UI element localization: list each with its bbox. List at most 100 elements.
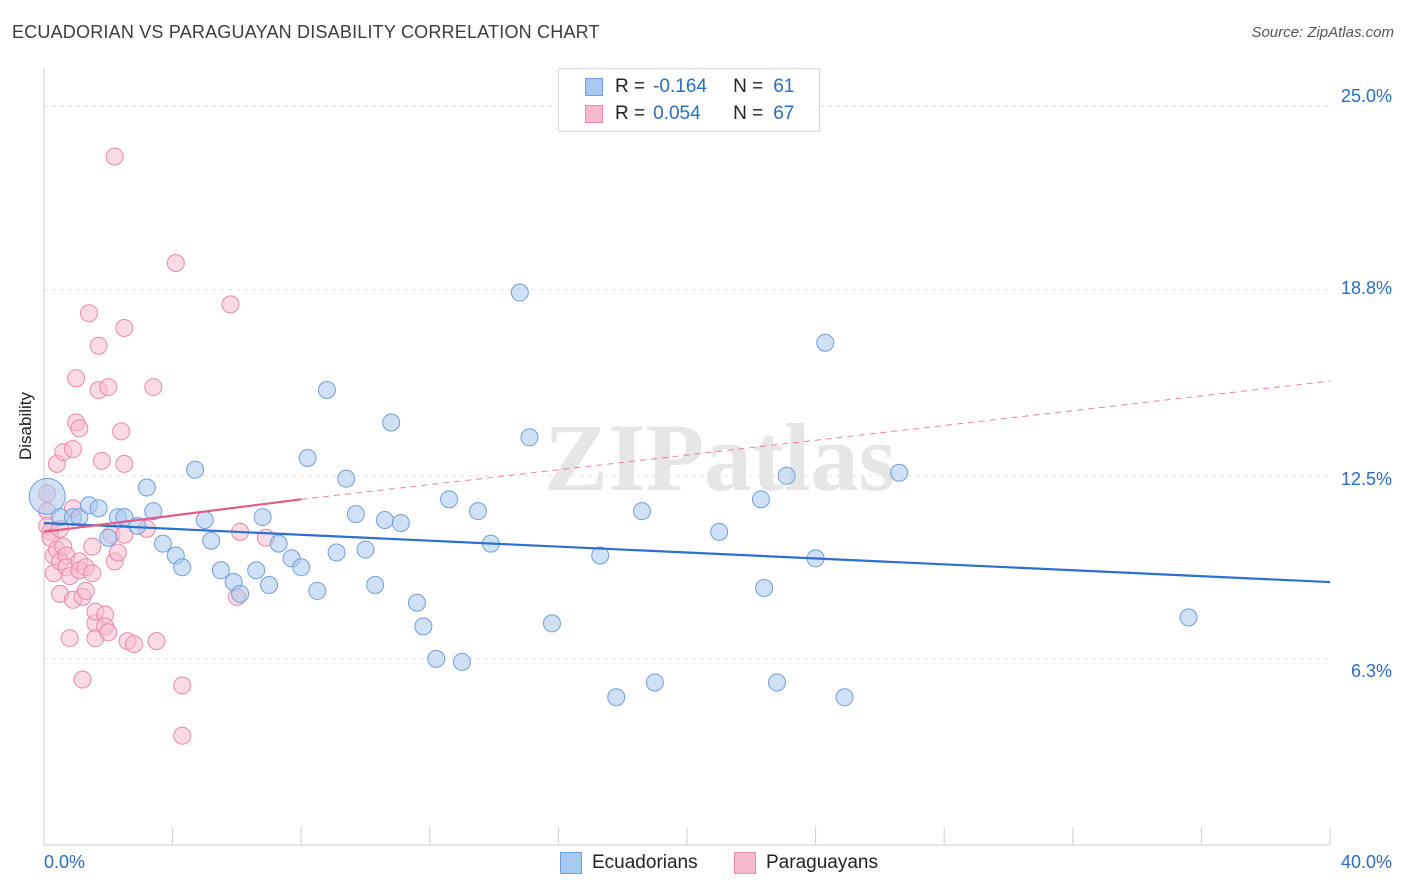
- legend-series-label: Ecuadorians: [592, 852, 698, 873]
- ecuadorian-point: [366, 576, 385, 595]
- ecuadorians-trend-line: [43, 521, 1331, 584]
- ecuadorian-point: [542, 614, 561, 633]
- ecuadorian-point: [407, 593, 426, 612]
- paraguayan-point: [221, 295, 240, 314]
- paraguayan-point: [83, 564, 102, 583]
- legend-r-label: R =: [615, 103, 646, 124]
- legend-n-value: 61: [773, 76, 795, 97]
- ecuadorians-points: [28, 283, 1198, 707]
- ecuadorian-point: [440, 490, 459, 509]
- ecuadorian-point: [427, 649, 446, 668]
- ecuadorian-point: [755, 578, 774, 597]
- ecuadorian-point: [253, 508, 272, 527]
- correlation-legend: R = -0.164 N = 61 R = 0.054 N = 67: [558, 68, 820, 132]
- legend-row-paraguayans: R = 0.054 N = 67: [585, 101, 794, 127]
- legend-row-ecuadorians: R = -0.164 N = 61: [585, 74, 794, 100]
- x-tick-label-min: 0.0%: [44, 852, 86, 872]
- ecuadorian-point: [382, 413, 401, 432]
- ecuadorian-point: [292, 558, 311, 577]
- ecuadorian-point: [816, 333, 835, 352]
- watermark: ZIPatlas: [544, 404, 896, 511]
- ecuadorian-point: [260, 576, 279, 595]
- ecuadorian-point: [632, 502, 651, 521]
- x-tick-label-max: 40.0%: [1340, 852, 1392, 872]
- paraguayans-trend-line: [43, 498, 302, 533]
- ecuadorian-point: [28, 477, 66, 515]
- legend-n-label: N =: [733, 76, 764, 97]
- ecuadorian-point: [751, 490, 770, 509]
- paraguayan-point: [63, 440, 82, 459]
- legend-swatch-blue: [585, 78, 603, 96]
- paraguayan-point: [89, 336, 108, 355]
- ecuadorian-point: [890, 463, 909, 482]
- ecuadorian-point: [308, 581, 327, 600]
- y-tick-label: 18.8%: [1340, 278, 1392, 298]
- ecuadorian-point: [1179, 608, 1198, 627]
- ecuadorian-point: [768, 673, 787, 692]
- y-tick-label: 25.0%: [1340, 86, 1392, 106]
- ecuadorian-point: [520, 428, 539, 447]
- ecuadorian-point: [452, 652, 471, 671]
- paraguayan-point: [112, 422, 131, 441]
- legend-r-value: 0.054: [653, 103, 701, 124]
- paraguayan-point: [80, 304, 99, 323]
- ecuadorian-point: [247, 561, 266, 580]
- paraguayan-point: [173, 726, 192, 745]
- ecuadorian-point: [591, 546, 610, 565]
- legend-r-value: -0.164: [653, 76, 707, 97]
- legend-swatch-pink: [734, 852, 756, 874]
- paraguayan-point: [147, 632, 166, 651]
- ecuadorian-point: [835, 688, 854, 707]
- ecuadorian-point: [375, 511, 394, 530]
- paraguayan-point: [99, 623, 118, 642]
- ecuadorian-point: [99, 528, 118, 547]
- paraguayans-trend-extension: [301, 380, 1331, 500]
- bottom-legend-paraguayans: Paraguayans: [734, 852, 878, 874]
- paraguayan-point: [70, 419, 89, 438]
- ecuadorian-point: [137, 478, 156, 497]
- y-axis-label: Disability: [16, 391, 35, 460]
- paraguayans-points: [38, 147, 275, 745]
- paraguayan-point: [83, 537, 102, 556]
- legend-r-label: R =: [615, 76, 646, 97]
- ecuadorian-point: [337, 469, 356, 488]
- legend-series-label: Paraguayans: [766, 852, 878, 873]
- paraguayan-point: [115, 318, 134, 337]
- ecuadorian-point: [777, 466, 796, 485]
- ecuadorian-point: [202, 531, 221, 550]
- ecuadorian-point: [645, 673, 664, 692]
- ecuadorian-point: [327, 543, 346, 562]
- paraguayan-point: [73, 670, 92, 689]
- paraguayan-point: [67, 369, 86, 388]
- paraguayan-point: [108, 543, 127, 562]
- ecuadorian-point: [269, 534, 288, 553]
- paraguayan-point: [76, 581, 95, 600]
- y-tick-label: 12.5%: [1340, 469, 1392, 489]
- ecuadorian-point: [607, 688, 626, 707]
- ecuadorian-point: [89, 499, 108, 518]
- ecuadorian-point: [153, 534, 172, 553]
- paraguayan-point: [99, 378, 118, 397]
- paraguayan-point: [144, 378, 163, 397]
- ecuadorian-point: [186, 460, 205, 479]
- legend-n-label: N =: [733, 103, 764, 124]
- source-label: Source: ZipAtlas.com: [1251, 24, 1394, 41]
- ecuadorian-point: [510, 283, 529, 302]
- chart-title: ECUADORIAN VS PARAGUAYAN DISABILITY CORR…: [12, 22, 600, 42]
- ecuadorian-point: [173, 558, 192, 577]
- ecuadorian-point: [317, 381, 336, 400]
- legend-swatch-blue: [560, 852, 582, 874]
- ecuadorian-point: [469, 502, 488, 521]
- ecuadorian-point: [356, 540, 375, 559]
- trend-lines: [43, 380, 1331, 584]
- legend-swatch-pink: [585, 105, 603, 123]
- ecuadorian-point: [144, 502, 163, 521]
- paraguayan-point: [60, 629, 79, 648]
- axes: [43, 68, 1331, 846]
- ecuadorian-point: [710, 522, 729, 541]
- ecuadorian-point: [195, 511, 214, 530]
- ecuadorian-point: [231, 584, 250, 603]
- ecuadorian-point: [391, 513, 410, 532]
- paraguayan-point: [166, 253, 185, 272]
